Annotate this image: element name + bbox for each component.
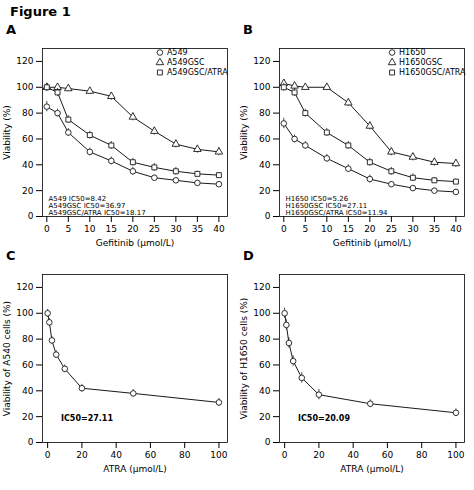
svg-text:40: 40: [347, 450, 359, 460]
svg-text:35: 35: [429, 224, 440, 234]
svg-text:60: 60: [259, 360, 271, 370]
svg-text:10: 10: [84, 224, 96, 234]
svg-text:IC50=20.09: IC50=20.09: [298, 414, 350, 423]
svg-text:Gefitinib (μmol/L): Gefitinib (μmol/L): [333, 238, 412, 248]
svg-text:5: 5: [302, 224, 308, 234]
html-text:B: B: [243, 22, 253, 37]
svg-text:40: 40: [259, 386, 271, 396]
svg-text:A549GSC/ATRA: A549GSC/ATRA: [167, 68, 228, 77]
svg-text:25: 25: [149, 224, 160, 234]
svg-text:80: 80: [22, 108, 34, 118]
svg-text:5: 5: [65, 224, 71, 234]
svg-text:80: 80: [259, 108, 271, 118]
svg-text:100: 100: [210, 450, 227, 460]
svg-text:60: 60: [382, 450, 394, 460]
svg-text:0: 0: [44, 224, 50, 234]
svg-text:100: 100: [16, 82, 33, 92]
svg-text:0: 0: [281, 224, 287, 234]
svg-text:0: 0: [265, 437, 271, 447]
svg-text:Viability (%): Viability (%): [2, 105, 12, 159]
svg-text:40: 40: [22, 386, 34, 396]
svg-text:H1650 IC50=5.26H1650GSC IC50=2: H1650 IC50=5.26H1650GSC IC50=27.11H1650G…: [286, 195, 389, 217]
svg-text:80: 80: [259, 334, 271, 344]
svg-text:60: 60: [145, 450, 157, 460]
svg-text:IC50=27.11: IC50=27.11: [61, 414, 113, 423]
svg-text:0: 0: [282, 450, 288, 460]
svg-text:80: 80: [179, 450, 191, 460]
svg-text:120: 120: [16, 282, 33, 292]
html-text:D: D: [243, 248, 254, 263]
svg-text:0: 0: [28, 211, 34, 221]
svg-text:100: 100: [253, 82, 270, 92]
svg-text:80: 80: [22, 334, 34, 344]
svg-text:15: 15: [343, 224, 354, 234]
svg-text:A549GSC: A549GSC: [167, 58, 205, 67]
svg-text:60: 60: [259, 134, 271, 144]
html-text:Figure 1: Figure 1: [10, 4, 71, 19]
svg-text:40: 40: [450, 224, 462, 234]
svg-text:H1650GSC/ATRA: H1650GSC/ATRA: [399, 68, 466, 77]
svg-text:20: 20: [76, 450, 88, 460]
svg-text:35: 35: [192, 224, 203, 234]
svg-text:0: 0: [265, 211, 271, 221]
svg-text:15: 15: [106, 224, 117, 234]
svg-text:20: 20: [127, 224, 139, 234]
svg-text:25: 25: [386, 224, 397, 234]
html-text:A: A: [6, 22, 17, 37]
svg-text:H1650GSC: H1650GSC: [399, 58, 443, 67]
html-text:C: C: [6, 248, 16, 263]
svg-text:H1650: H1650: [399, 48, 425, 57]
svg-text:20: 20: [259, 186, 271, 196]
svg-text:Viability of H1650 cells (%): Viability of H1650 cells (%): [239, 298, 249, 420]
svg-text:Gefitinib (μmol/L): Gefitinib (μmol/L): [96, 238, 175, 248]
svg-text:60: 60: [22, 134, 34, 144]
svg-text:20: 20: [364, 224, 376, 234]
svg-text:ATRA (μmol/L): ATRA (μmol/L): [340, 464, 403, 474]
svg-text:ATRA (μmol/L): ATRA (μmol/L): [103, 464, 166, 474]
svg-text:20: 20: [22, 186, 34, 196]
svg-text:20: 20: [259, 412, 271, 422]
svg-text:80: 80: [416, 450, 428, 460]
svg-text:A549 IC50=8.42A549GSC IC50=36.: A549 IC50=8.42A549GSC IC50=36.97A549GSC/…: [49, 195, 146, 217]
svg-text:30: 30: [407, 224, 419, 234]
svg-text:120: 120: [16, 56, 33, 66]
svg-text:A549: A549: [167, 48, 188, 57]
svg-text:40: 40: [259, 160, 271, 170]
svg-text:40: 40: [22, 160, 34, 170]
svg-text:100: 100: [16, 308, 33, 318]
svg-text:0: 0: [28, 437, 34, 447]
svg-text:100: 100: [253, 308, 270, 318]
svg-text:30: 30: [170, 224, 182, 234]
svg-text:Viability of A540 cells (%): Viability of A540 cells (%): [2, 301, 12, 416]
svg-text:100: 100: [447, 450, 464, 460]
svg-text:120: 120: [253, 282, 270, 292]
svg-text:0: 0: [45, 450, 51, 460]
svg-text:Viability (%): Viability (%): [239, 105, 249, 159]
svg-text:60: 60: [22, 360, 34, 370]
svg-text:40: 40: [213, 224, 225, 234]
svg-text:10: 10: [321, 224, 333, 234]
svg-text:20: 20: [22, 412, 34, 422]
svg-text:40: 40: [110, 450, 122, 460]
svg-text:20: 20: [313, 450, 325, 460]
svg-text:120: 120: [253, 56, 270, 66]
